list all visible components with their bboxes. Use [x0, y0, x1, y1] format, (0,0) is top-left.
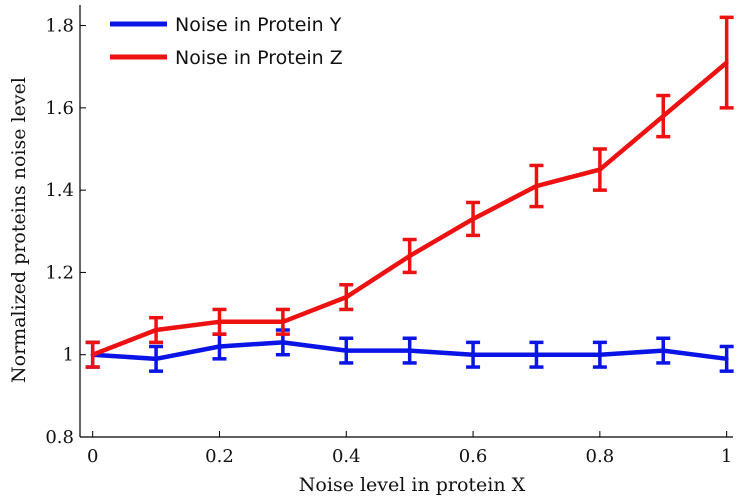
y-tick-label: 1	[63, 345, 74, 366]
x-tick-label: 0	[87, 446, 98, 467]
series-layer	[85, 15, 734, 373]
series-noise-in-protein-y	[85, 328, 734, 373]
data-point	[597, 167, 602, 172]
x-tick-label: 0.8	[586, 446, 615, 467]
legend-label-protein-z: Noise in Protein Z	[175, 47, 343, 69]
x-axis-title: Noise level in protein X	[299, 474, 526, 496]
x-tick-label: 1	[721, 446, 732, 467]
data-point	[154, 328, 159, 333]
legend: Noise in Protein Y Noise in Protein Z	[110, 14, 343, 69]
data-point	[471, 352, 476, 357]
y-tick-label: 1.2	[45, 262, 74, 283]
data-point	[407, 348, 412, 353]
data-point	[217, 344, 222, 349]
series-noise-in-protein-z	[85, 15, 734, 369]
y-tick-label: 1.6	[45, 98, 74, 119]
data-point	[597, 352, 602, 357]
data-point	[534, 184, 539, 189]
data-point	[280, 319, 285, 324]
data-point	[90, 352, 95, 357]
data-point	[661, 348, 666, 353]
data-point	[154, 356, 159, 361]
y-tick-label: 0.8	[45, 427, 74, 448]
data-point	[344, 295, 349, 300]
axes-layer: 0 0.2 0.4 0.6 0.8 1 0.8 1 1.2 1.4 1.6 1.8	[45, 5, 733, 467]
data-point	[217, 319, 222, 324]
legend-label-protein-y: Noise in Protein Y	[175, 14, 342, 36]
series-line	[91, 60, 729, 357]
y-axis-title: Normalized proteins noise level	[8, 77, 30, 383]
data-point	[724, 356, 729, 361]
data-point	[534, 352, 539, 357]
x-tick-label: 0.4	[332, 446, 361, 467]
x-tick-label: 0.6	[459, 446, 488, 467]
data-point	[280, 340, 285, 345]
data-point	[724, 60, 729, 65]
y-tick-label: 1.4	[45, 180, 74, 201]
y-tick-label: 1.8	[45, 16, 74, 37]
data-point	[407, 253, 412, 258]
data-point	[344, 348, 349, 353]
data-point	[471, 216, 476, 221]
x-tick-label: 0.2	[205, 446, 234, 467]
data-point	[661, 114, 666, 119]
